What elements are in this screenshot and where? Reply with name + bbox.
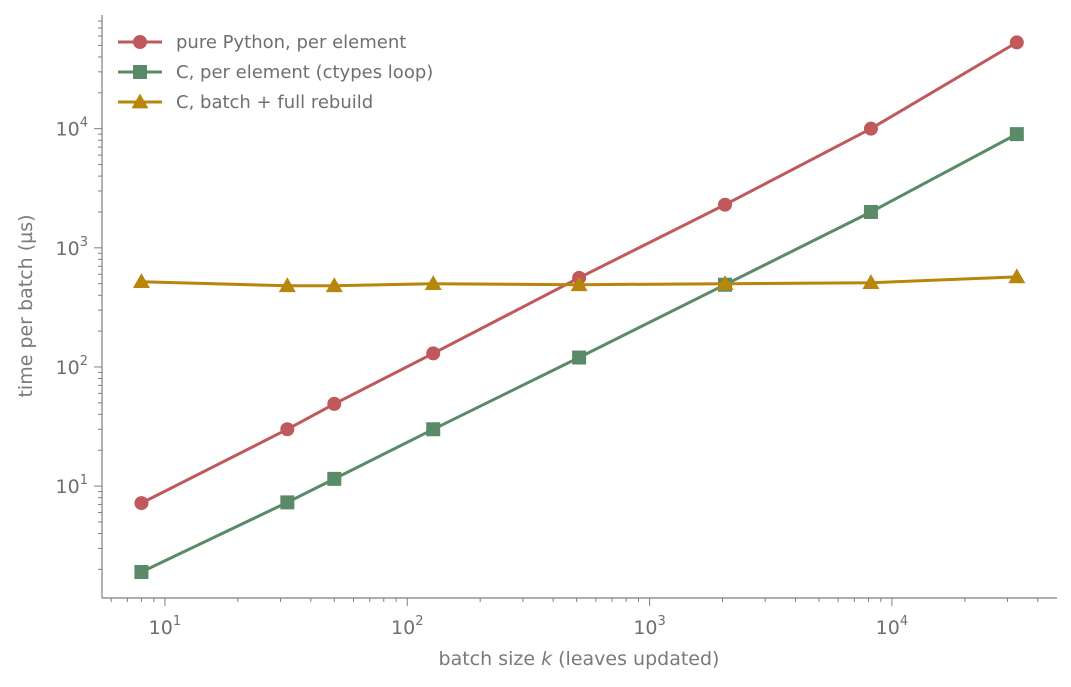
legend-label: C, batch + full rebuild — [176, 92, 373, 113]
x-axis-label: batch size k (leaves updated) — [439, 648, 720, 670]
data-point — [863, 204, 878, 219]
series-1 — [134, 35, 1024, 511]
data-point — [424, 275, 442, 291]
y-axis-label: time per batch (µs) — [15, 214, 37, 397]
data-point — [134, 496, 149, 511]
legend-label: C, per element (ctypes loop) — [176, 62, 433, 83]
x-tick-label: 102 — [391, 614, 423, 639]
legend-marker — [133, 65, 147, 79]
legend-marker — [131, 93, 149, 109]
data-point — [134, 565, 149, 580]
x-tick-label: 101 — [149, 614, 181, 639]
data-point — [1009, 127, 1024, 142]
data-point — [1009, 35, 1024, 50]
data-point — [426, 346, 441, 361]
x-tick-label: 103 — [633, 614, 665, 639]
series-line — [140, 132, 1018, 574]
series-line — [141, 275, 1017, 288]
data-point — [572, 350, 587, 365]
data-point — [325, 277, 343, 293]
series-2 — [134, 127, 1024, 580]
data-point — [327, 471, 342, 486]
legend-entry: C, per element (ctypes loop) — [118, 62, 433, 83]
legend: pure Python, per element C, per element (… — [118, 32, 433, 113]
y-tick-label: 102 — [56, 354, 88, 379]
data-point — [570, 276, 588, 292]
data-point — [426, 422, 441, 437]
y-tick-label: 104 — [56, 116, 88, 141]
series-line — [140, 41, 1018, 505]
legend-entry: C, batch + full rebuild — [118, 92, 373, 113]
y-tick-label: 103 — [56, 235, 88, 260]
series-3 — [132, 268, 1026, 293]
data-point — [280, 495, 295, 510]
data-point — [132, 273, 150, 289]
legend-entry: pure Python, per element — [118, 32, 406, 53]
legend-label: pure Python, per element — [176, 32, 406, 53]
data-point — [862, 274, 880, 290]
data-point — [716, 275, 734, 291]
data-point — [278, 277, 296, 293]
y-tick-label: 101 — [56, 473, 88, 498]
data-point — [280, 422, 295, 437]
axes: 101 102 103 104 101 102 103 104 — [56, 15, 1057, 639]
data-point — [327, 396, 342, 411]
data-point — [863, 121, 878, 136]
data-point — [718, 197, 733, 212]
data-point — [1008, 268, 1026, 284]
x-tick-label: 104 — [876, 614, 908, 639]
series-group — [132, 35, 1026, 580]
legend-marker — [133, 35, 147, 49]
